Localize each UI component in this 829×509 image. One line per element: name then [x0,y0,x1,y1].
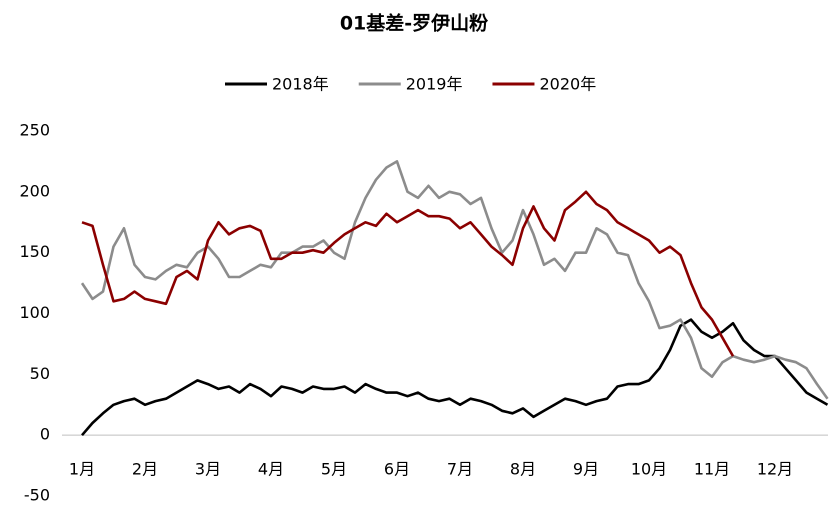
y-tick-label: 150 [19,242,50,261]
y-tick-label: 0 [40,425,50,444]
y-tick-label: -50 [24,486,50,505]
series-line [81,190,735,357]
x-tick-label: 6月 [384,460,410,479]
y-tick-label: 50 [30,364,50,383]
x-tick-label: 5月 [321,460,347,479]
x-tick-label: 11月 [694,460,730,479]
series-line [81,318,829,437]
x-tick-label: 9月 [573,460,599,479]
x-tick-label: 4月 [258,460,284,479]
x-tick-label: 7月 [447,460,473,479]
x-tick-label: 10月 [631,460,667,479]
x-tick-label: 2月 [132,460,158,479]
legend-label: 2019年 [406,75,463,94]
series-line [80,160,829,400]
x-tick-label: 1月 [69,460,95,479]
y-tick-label: 100 [19,303,50,322]
chart-title: 01基差-罗伊山粉 [340,12,488,35]
legend-label: 2020年 [539,75,596,94]
x-tick-label: 8月 [510,460,536,479]
legend-label: 2018年 [272,75,329,94]
x-tick-label: 12月 [757,460,793,479]
y-tick-label: 250 [19,121,50,140]
y-tick-label: 200 [19,181,50,200]
x-tick-label: 3月 [195,460,221,479]
